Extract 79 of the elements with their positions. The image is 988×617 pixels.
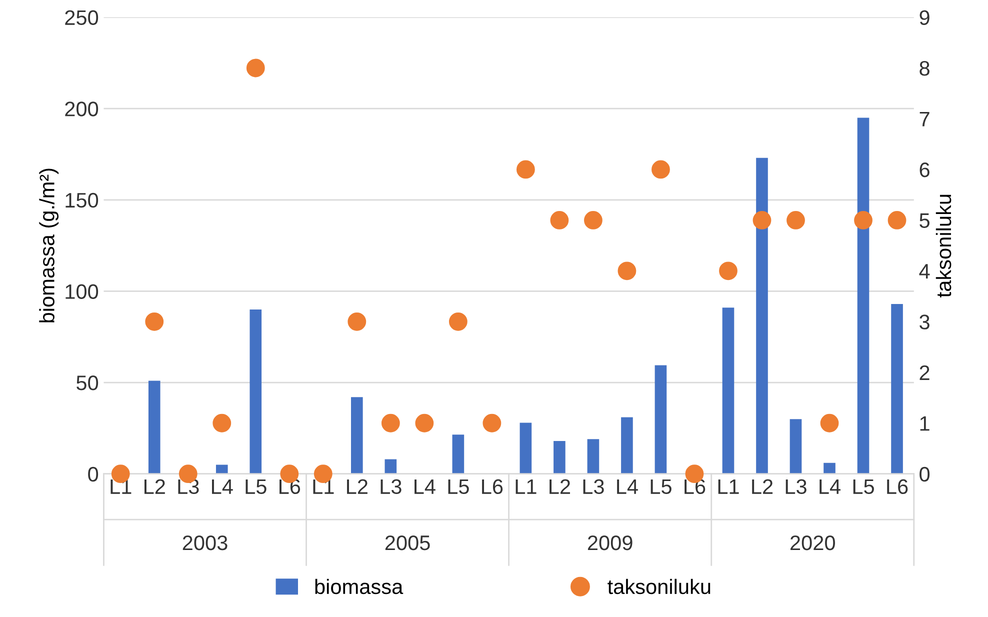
y2-tick-label: 5 [920, 213, 930, 228]
y2-tick-label: 6 [920, 162, 930, 178]
bar [722, 308, 734, 474]
bar [250, 309, 262, 474]
y2-tick-label: 3 [920, 314, 930, 330]
x-tick-label: L4 [617, 479, 638, 494]
x-tick-label: L1 [718, 479, 739, 494]
x-tick-label: L3 [583, 479, 604, 494]
y2-tick-label: 2 [920, 365, 930, 380]
point [752, 211, 772, 230]
x-tick-label: L5 [448, 479, 469, 494]
legend-label: biomassa [315, 578, 404, 594]
y2-tick-label: 8 [920, 61, 930, 76]
x-tick-label: L2 [752, 479, 773, 494]
x-tick-label: L6 [482, 479, 503, 494]
x-tick-label: L5 [853, 479, 874, 494]
point [719, 262, 738, 280]
point [854, 211, 872, 230]
point [618, 262, 636, 280]
y-tick-label: 100 [66, 284, 98, 299]
y-tick-label: 250 [65, 10, 98, 26]
bar [554, 440, 566, 474]
point [550, 211, 569, 230]
x-tick-label: L1 [516, 479, 536, 494]
y-tick-label: 200 [65, 102, 98, 116]
point [415, 414, 434, 432]
y2-axis-title: taksoniluku [936, 194, 952, 298]
x-tick-label: L4 [212, 479, 233, 494]
bar [621, 417, 633, 474]
y2-tick-label: 4 [919, 264, 930, 278]
text: 2005 [385, 535, 430, 550]
point [381, 414, 400, 432]
y-axis-title: biomassa (g./m²) [39, 168, 59, 322]
point [820, 414, 839, 432]
bar [654, 365, 667, 474]
bar [384, 459, 397, 474]
x-tick-label: L5 [650, 479, 672, 494]
bar [216, 464, 228, 474]
x-tick-label: L3 [380, 479, 402, 494]
bar [520, 422, 532, 474]
x-tick-label: L3 [786, 479, 806, 494]
y-tick-label: 150 [66, 192, 98, 208]
text: 2003 [182, 535, 228, 550]
x-tick-label: L2 [550, 479, 570, 494]
bar [148, 380, 160, 474]
point [482, 414, 502, 432]
bar [587, 439, 600, 474]
bar [452, 434, 464, 474]
point [652, 160, 670, 179]
bar [756, 158, 768, 474]
point [888, 211, 906, 230]
x-tick-label: L4 [414, 479, 436, 494]
y2-tick-label: 1 [920, 416, 930, 431]
bar [857, 118, 870, 474]
bar [790, 419, 802, 474]
point [786, 211, 805, 230]
y2-tick-label: 0 [920, 466, 930, 482]
y-tick-label: 50 [76, 376, 98, 390]
bar [824, 462, 836, 474]
point [145, 312, 164, 331]
point [448, 312, 468, 331]
x-tick-label: L4 [820, 479, 840, 494]
point [246, 58, 265, 78]
x-tick-label: L6 [887, 479, 908, 494]
legend-label: taksoniluku [608, 578, 710, 594]
point [516, 160, 535, 179]
text: 2020 [790, 535, 835, 550]
point [584, 211, 602, 230]
x-tick-label: L2 [347, 479, 368, 494]
text: 2009 [588, 535, 632, 550]
bar [351, 397, 363, 474]
x-tick-label: L5 [246, 479, 266, 494]
y2-tick-label: 7 [920, 112, 930, 126]
point [212, 414, 232, 432]
point [348, 312, 366, 331]
y-tick-label: 0 [88, 466, 98, 482]
y2-tick-label: 9 [920, 10, 930, 26]
x-tick-label: L2 [144, 479, 165, 494]
bar [891, 304, 903, 474]
